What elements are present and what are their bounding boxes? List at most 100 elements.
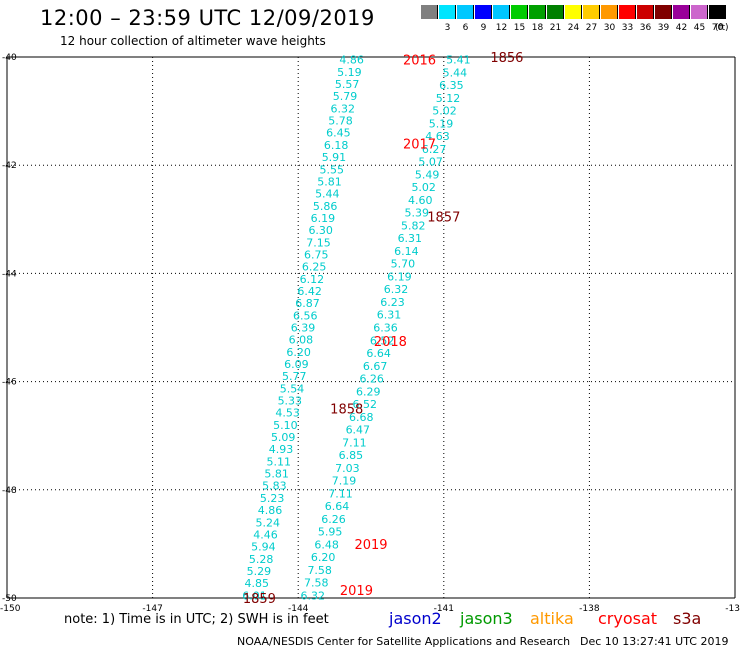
wave-height-value: 5.23 — [260, 492, 285, 505]
scale-swatch — [529, 5, 546, 19]
footnote: note: 1) Time is in UTC; 2) SWH is in fe… — [64, 612, 329, 627]
wave-height-value: 6.08 — [289, 334, 314, 347]
wave-height-value: 5.77 — [282, 370, 307, 383]
wave-height-value: 5.19 — [337, 66, 362, 79]
wave-height-value: 5.44 — [315, 188, 340, 201]
scale-swatch — [493, 5, 510, 19]
wave-height-value: 6.48 — [314, 538, 339, 551]
scale-swatch — [421, 5, 438, 19]
wave-height-value: 5.49 — [415, 168, 440, 181]
wave-height-value: 5.54 — [280, 382, 305, 395]
timestamp-text: Dec 10 13:27:41 UTC 2019 — [580, 635, 729, 648]
wave-height-value: 7.11 — [328, 487, 353, 500]
wave-height-value: 7.19 — [332, 475, 357, 488]
wave-height-tracks: 4.865.195.575.796.325.786.456.185.915.55… — [242, 54, 470, 603]
pass-time-label: 2017 — [403, 138, 436, 153]
wave-height-value: 5.39 — [405, 207, 430, 220]
credit-text: NOAA/NESDIS Center for Satellite Applica… — [237, 635, 571, 648]
wave-height-value: 7.11 — [342, 436, 367, 449]
wave-height-value: 6.18 — [324, 139, 349, 152]
scale-label: 27 — [585, 23, 598, 33]
lat-tick-label: -40 — [2, 53, 17, 63]
lon-tick-label: -13 — [725, 604, 740, 614]
lat-tick-label: -50 — [2, 594, 17, 604]
pass-time-label: 2019 — [354, 538, 387, 553]
map-subtitle: 12 hour collection of altimeter wave hei… — [60, 34, 326, 48]
wave-height-value: 6.31 — [377, 309, 402, 322]
wave-height-value: 5.70 — [391, 258, 416, 271]
map-frame — [6, 56, 736, 599]
lon-tick-label: -150 — [0, 604, 21, 614]
scale-swatch — [601, 5, 618, 19]
scale-swatch — [583, 5, 600, 19]
wave-height-value: 5.29 — [247, 565, 272, 578]
wave-height-value: 5.10 — [273, 419, 298, 432]
scale-swatch — [691, 5, 708, 19]
scale-swatch — [637, 5, 654, 19]
wave-height-value: 5.09 — [271, 431, 296, 444]
wave-height-value: 6.14 — [394, 245, 419, 258]
wave-height-value: 6.09 — [284, 358, 309, 371]
lon-tick-label: -138 — [579, 604, 600, 614]
wave-height-value: 5.02 — [432, 105, 457, 118]
scale-label: 70 — [711, 23, 724, 33]
axis-tick-labels: -150 -147 -144 -141 -138 -13 -40 -42 -44 -46 -48 -5… — [0, 53, 740, 614]
wave-height-value: 5.07 — [418, 156, 443, 169]
scale-swatch — [457, 5, 474, 19]
wave-height-value: 6.85 — [339, 449, 364, 462]
wave-height-value: 6.29 — [356, 385, 381, 398]
pass-time-label: 1859 — [243, 592, 276, 607]
map-grid — [7, 57, 735, 598]
wave-height-value: 6.30 — [308, 224, 333, 237]
wave-height-value: 5.91 — [322, 151, 347, 164]
wave-height-value: 6.19 — [387, 270, 412, 283]
lat-tick-label: -46 — [2, 378, 17, 388]
wave-height-value: 6.39 — [291, 322, 316, 335]
scale-swatch — [565, 5, 582, 19]
scale-label: 21 — [549, 23, 562, 33]
wave-height-value: 4.53 — [275, 407, 300, 420]
lat-tick-label: -44 — [2, 269, 17, 279]
scale-swatch — [655, 5, 672, 19]
wave-height-value: 6.26 — [321, 513, 346, 526]
wave-height-value: 5.79 — [333, 90, 358, 103]
scale-label: 33 — [621, 23, 634, 33]
wave-height-value: 6.52 — [353, 398, 378, 411]
wave-height-value: 5.24 — [256, 516, 281, 529]
satellite-legend-item: jason2 — [389, 609, 442, 628]
wave-height-value: 6.35 — [439, 79, 464, 92]
scale-unit: (ft) — [715, 23, 729, 33]
wave-height-value: 5.86 — [313, 200, 338, 213]
wave-height-value: 6.52 — [370, 334, 395, 347]
wave-height-value: 5.12 — [436, 92, 461, 105]
wave-height-value: 6.19 — [311, 212, 336, 225]
wave-height-value: 6.31 — [398, 232, 423, 245]
wave-height-value: 5.55 — [319, 163, 344, 176]
wave-height-value: 6.32 — [331, 102, 356, 115]
wave-height-value: 5.57 — [335, 78, 360, 91]
pass-time-label: 1858 — [330, 403, 363, 418]
scale-swatch — [619, 5, 636, 19]
scale-label: 3 — [444, 23, 451, 33]
wave-height-value: 4.86 — [258, 504, 283, 517]
wave-height-value: 5.19 — [429, 117, 454, 130]
wave-height-value: 7.03 — [335, 462, 360, 475]
scale-swatch — [673, 5, 690, 19]
scale-label: 6 — [462, 23, 469, 33]
wave-height-value: 4.46 — [253, 528, 278, 541]
wave-height-value: 7.58 — [304, 577, 329, 590]
wave-height-value: 5.83 — [262, 480, 287, 493]
scale-label: 12 — [495, 23, 508, 33]
scale-swatch — [475, 5, 492, 19]
scale-swatch — [439, 5, 456, 19]
satellite-legend-item: s3a — [673, 609, 702, 628]
pass-time-label: 2016 — [403, 54, 436, 69]
pass-time-label: 1856 — [490, 51, 523, 66]
wave-height-value: 5.44 — [443, 66, 468, 79]
wave-height-value: 6.56 — [293, 309, 318, 322]
wave-height-value: 5.81 — [264, 468, 289, 481]
wave-height-value: 4.85 — [244, 577, 269, 590]
wave-height-value: 5.78 — [328, 115, 353, 128]
wave-height-value: 7.58 — [307, 564, 332, 577]
wave-height-value: 5.28 — [249, 553, 274, 566]
